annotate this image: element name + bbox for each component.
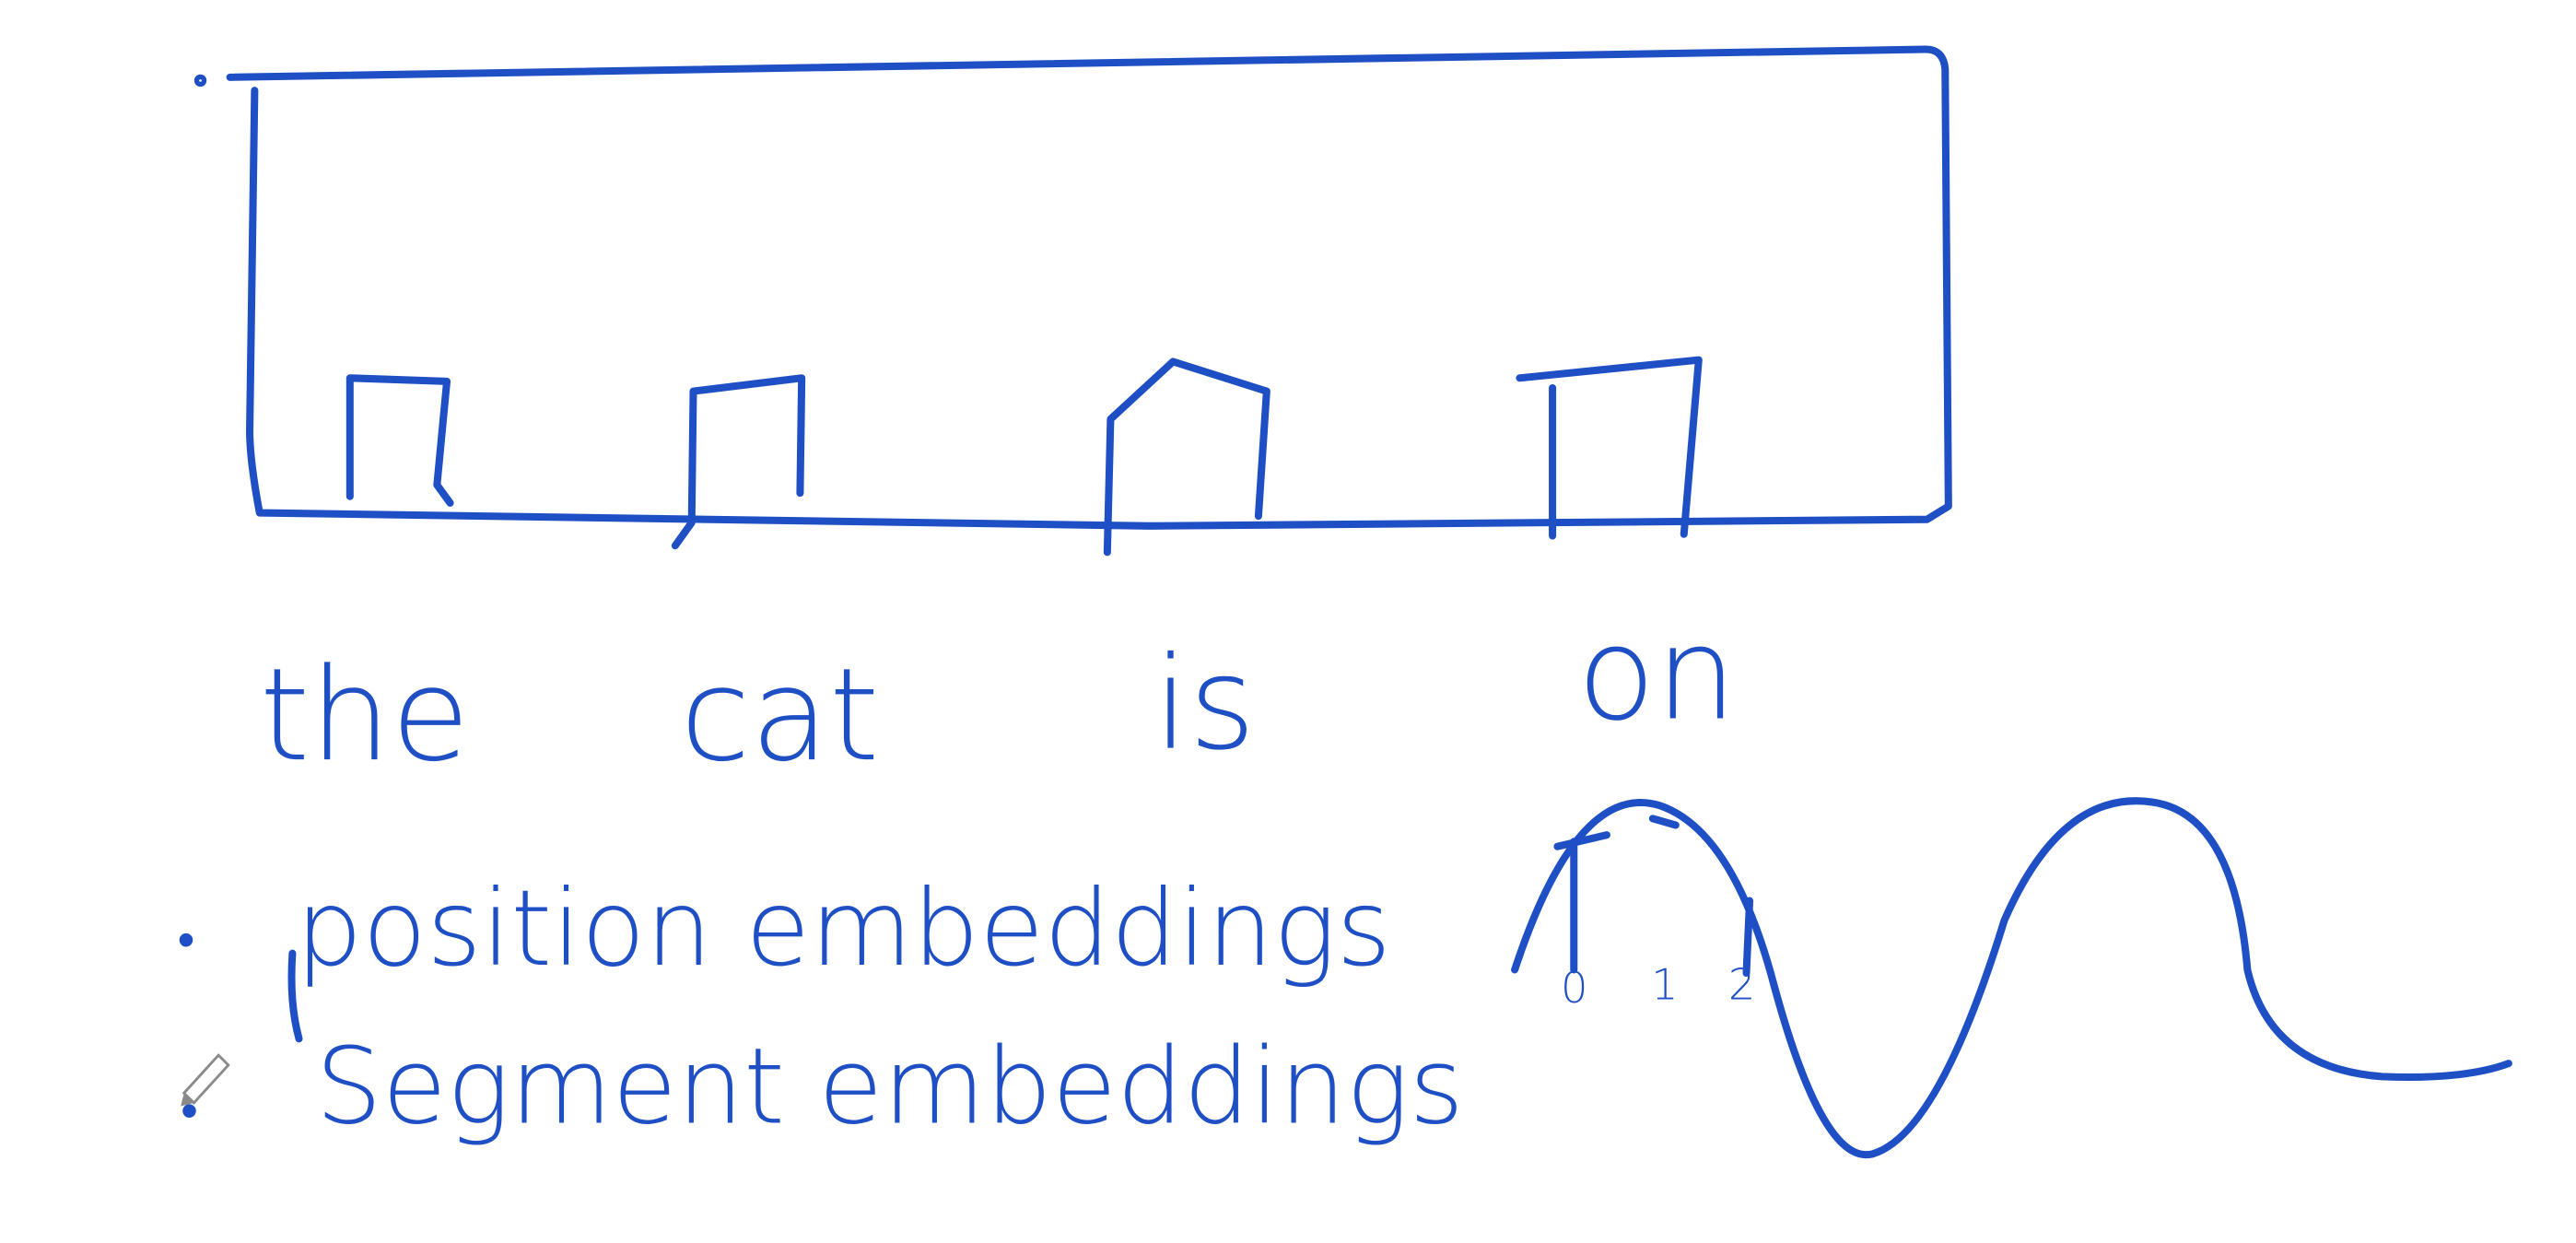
list-item-position-embeddings: position embeddings — [296, 867, 1391, 990]
wave-tick-2 — [1742, 897, 1754, 978]
pencil-icon — [181, 1053, 230, 1107]
token-box-1 — [345, 374, 454, 507]
list-bullet-1: • — [178, 910, 195, 968]
token-box-3 — [1103, 358, 1270, 557]
wave-label-2: 2 — [1728, 960, 1755, 1010]
wave-label-1: 1 — [1651, 960, 1678, 1010]
pencil-body — [181, 1053, 230, 1106]
sine-wave-curve — [1511, 797, 2512, 1159]
token-box-4 — [1516, 356, 1703, 540]
word-cat: cat — [680, 640, 879, 790]
position-wave: 0 1 2 — [1511, 797, 2512, 1159]
word-on: on — [1577, 600, 1737, 749]
wave-mark — [1553, 815, 1680, 850]
word-is: is — [1153, 629, 1256, 779]
token-boxes — [345, 356, 1703, 557]
stray-dot — [193, 74, 207, 88]
list-item-segment-embeddings: Segment embeddings — [315, 1025, 1464, 1147]
word-labels: the cat is on — [260, 600, 1737, 791]
word-the: the — [260, 640, 470, 790]
wave-label-0: 0 — [1561, 963, 1587, 1013]
model-box — [193, 45, 1952, 530]
token-box-2 — [671, 374, 806, 550]
pencil-tip — [181, 1093, 194, 1107]
model-box-outline — [226, 45, 1952, 530]
embedding-list: • position embeddings • Segment embeddin… — [178, 867, 1464, 1147]
pen-underline — [287, 949, 303, 1043]
